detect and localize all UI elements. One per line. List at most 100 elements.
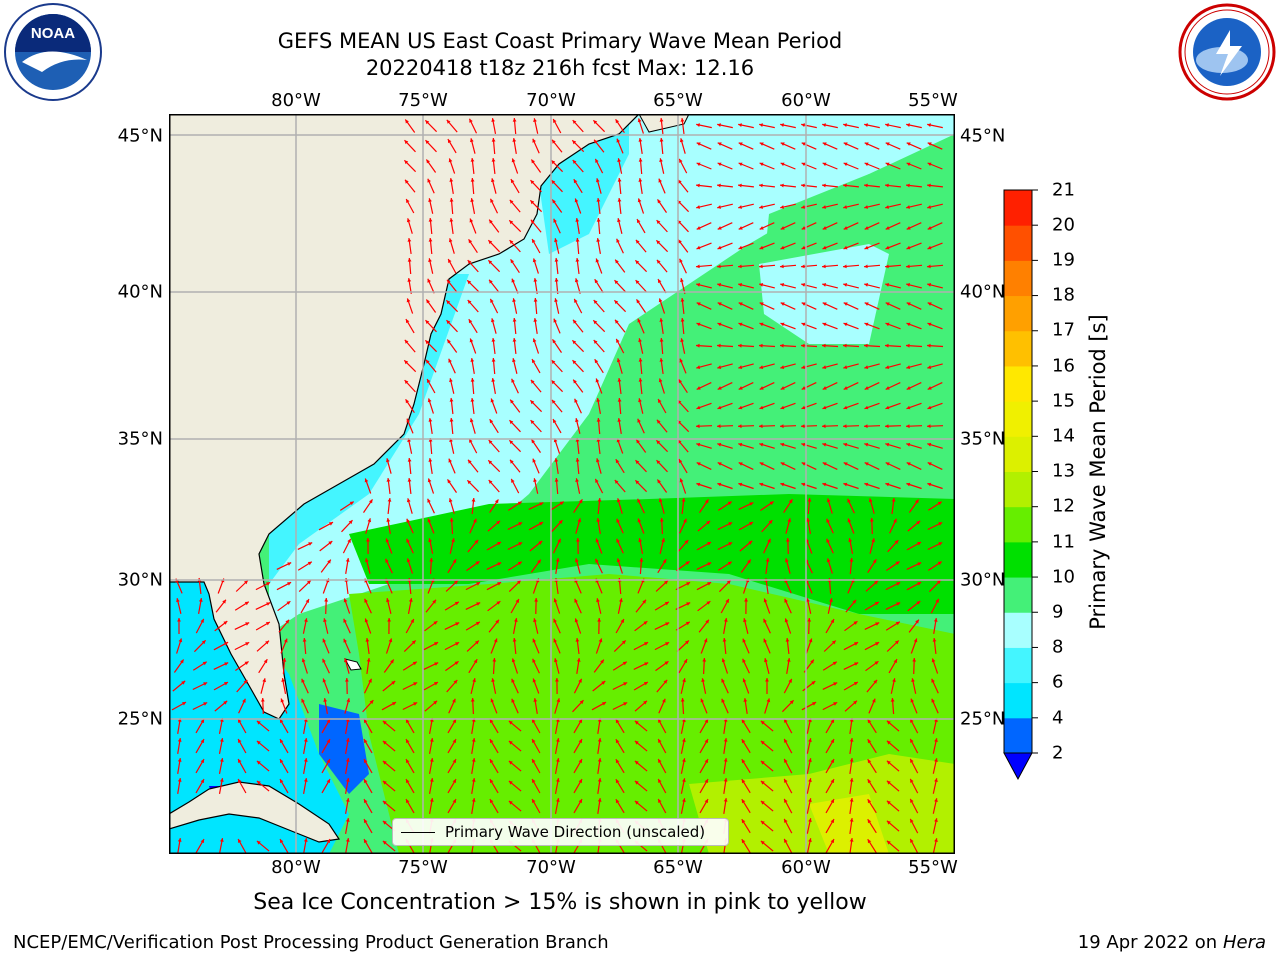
wave-arrow-head [200, 739, 204, 744]
svg-text:NOAA: NOAA [31, 25, 75, 42]
wave-arrow-head [638, 178, 643, 182]
wave-arrow-head [738, 343, 742, 348]
wave-arrow-head [867, 719, 872, 724]
wave-arrow-head [508, 740, 513, 745]
wave-arrow-head [614, 480, 619, 484]
wave-arrow-head [659, 118, 664, 122]
wave-arrow-head [682, 738, 686, 742]
wave-arrow-head [452, 719, 456, 724]
wave-arrow-head [682, 778, 686, 782]
wave-arrow-head [364, 759, 368, 764]
wave-arrow-head [392, 702, 396, 706]
wave-arrow-head [265, 622, 270, 626]
wave-arrow-head [780, 424, 784, 429]
wave-arrow-head [575, 558, 579, 563]
wave-arrow-head [596, 438, 601, 442]
wave-arrow-head [780, 462, 785, 466]
wave-arrow-head [759, 283, 764, 287]
wave-arrow-head [305, 599, 309, 603]
wave-arrow-head [916, 601, 921, 605]
wave-arrow-head [286, 601, 291, 605]
wave-arrow-head [616, 498, 621, 503]
wave-arrow-head [176, 598, 180, 603]
wave-arrow-head [843, 322, 848, 327]
wave-arrow-head [452, 779, 456, 784]
wave-arrow-head [285, 619, 290, 624]
wave-arrow-head [906, 283, 911, 287]
wave-arrow-head [874, 661, 879, 665]
map-subtitle: 20220418 t18z 216h fcst Max: 12.16 [365, 56, 755, 80]
wave-arrow-head [447, 279, 451, 284]
wave-arrow-head [747, 559, 751, 564]
wave-arrow-head [512, 358, 516, 363]
wave-arrow-head [832, 661, 837, 666]
wave-arrow-head [886, 820, 891, 825]
wave-period-map [169, 114, 955, 854]
wave-arrow-head [722, 638, 727, 642]
wave-arrow-head [554, 458, 559, 462]
wave-arrow-head [717, 462, 722, 466]
wave-arrow-head [885, 264, 889, 269]
wave-arrow-head [679, 358, 684, 363]
wave-arrow-head [868, 498, 873, 503]
wave-arrow-head [638, 138, 643, 142]
wave-arrow-head [696, 226, 701, 230]
wave-arrow-head [446, 300, 451, 305]
wave-arrow-head [833, 682, 838, 686]
wave-arrow-head [532, 779, 536, 783]
wave-arrow-head [219, 738, 224, 742]
wave-arrow-head [575, 418, 579, 423]
wave-arrow-head [749, 522, 753, 526]
wave-arrow-head [512, 638, 517, 642]
wave-arrow-head [578, 759, 582, 764]
wave-arrow-head [517, 561, 522, 566]
wave-arrow-head [763, 638, 767, 643]
wave-arrow-head [768, 520, 773, 524]
wave-arrow-head [490, 298, 494, 303]
wave-arrow-head [723, 798, 728, 802]
wave-arrow-head [927, 462, 932, 466]
colorbar-tick: 11 [1052, 531, 1075, 553]
wave-arrow-head [553, 618, 557, 623]
wave-arrow-head [365, 558, 369, 563]
wave-arrow-head [759, 183, 763, 188]
wave-arrow-head [593, 300, 598, 304]
wave-arrow-head [738, 142, 743, 146]
wave-arrow-head [760, 720, 765, 725]
wave-arrow-head [853, 700, 857, 705]
wave-arrow-head [934, 758, 938, 762]
wave-arrow-head [696, 405, 701, 410]
wave-arrow-head [717, 365, 722, 369]
wave-arrow-head [426, 299, 430, 304]
wave-arrow-head [597, 798, 602, 802]
wave-arrow-head [906, 442, 911, 447]
wave-arrow-head [830, 779, 834, 784]
wave-arrow-head [475, 561, 480, 565]
wave-arrow-head [428, 238, 433, 242]
wave-arrow-head [238, 779, 242, 783]
wave-arrow-head [617, 378, 622, 382]
wave-arrow-head [780, 142, 785, 146]
wave-arrow-head [411, 640, 416, 645]
wave-arrow-head [406, 199, 410, 203]
wave-arrow-head [222, 599, 226, 604]
wave-arrow-head [636, 299, 640, 304]
wave-arrow-head [784, 758, 788, 763]
wave-arrow-head [786, 658, 791, 662]
wave-arrow-head [616, 518, 620, 523]
wave-arrow-head [808, 798, 812, 802]
wave-arrow-head [801, 482, 806, 487]
wave-arrow-head [614, 280, 619, 285]
wave-arrow-head [593, 320, 598, 325]
wave-arrow-head [801, 264, 805, 269]
wave-arrow-head [765, 558, 770, 562]
wave-arrow-head [680, 278, 684, 283]
wave-arrow-head [895, 621, 900, 626]
wave-arrow-head [885, 442, 890, 447]
wave-arrow-head [830, 839, 834, 844]
wave-arrow-head [365, 638, 370, 642]
wave-arrow-head [696, 365, 701, 369]
colorbar-segment [1004, 577, 1032, 613]
wave-arrow-head [245, 642, 250, 646]
wave-arrow-head [741, 799, 746, 804]
